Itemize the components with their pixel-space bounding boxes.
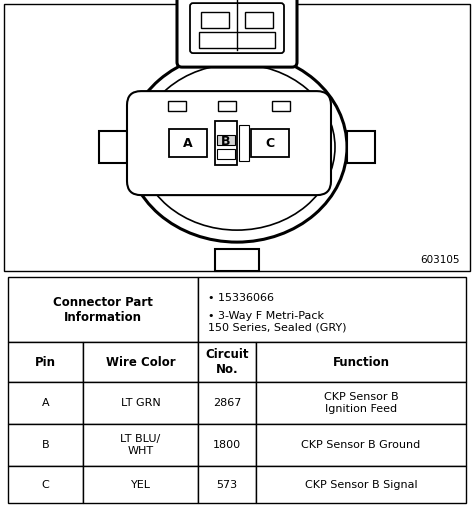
- Text: • 15336066: • 15336066: [208, 293, 274, 302]
- Bar: [201, 12, 229, 28]
- Bar: [272, 101, 290, 111]
- Text: 1800: 1800: [213, 440, 241, 450]
- Bar: [217, 135, 235, 145]
- Bar: [169, 129, 207, 157]
- Text: A: A: [183, 137, 193, 149]
- Text: Wire Color: Wire Color: [106, 356, 175, 369]
- FancyBboxPatch shape: [190, 3, 284, 53]
- Bar: [256, 466, 466, 503]
- Bar: [347, 131, 375, 163]
- Bar: [198, 382, 256, 424]
- Text: YEL: YEL: [130, 480, 151, 489]
- Bar: [83, 342, 198, 382]
- Text: • 3-Way F Metri-Pack
150 Series, Sealed (GRY): • 3-Way F Metri-Pack 150 Series, Sealed …: [208, 311, 346, 332]
- Text: C: C: [265, 137, 274, 149]
- Bar: [99, 131, 127, 163]
- Text: B: B: [42, 440, 49, 450]
- Text: A: A: [42, 398, 49, 408]
- Bar: [198, 424, 256, 466]
- Text: 573: 573: [217, 480, 237, 489]
- Bar: [83, 466, 198, 503]
- Text: C: C: [42, 480, 49, 489]
- Bar: [239, 125, 249, 161]
- Bar: [168, 101, 186, 111]
- Bar: [198, 342, 256, 382]
- Text: LT BLU/
WHT: LT BLU/ WHT: [120, 434, 161, 456]
- Bar: [218, 101, 236, 111]
- Text: CKP Sensor B
Ignition Feed: CKP Sensor B Ignition Feed: [324, 392, 398, 414]
- Bar: [215, 121, 237, 165]
- Text: 603105: 603105: [420, 255, 460, 265]
- FancyBboxPatch shape: [177, 0, 297, 67]
- Text: Circuit
No.: Circuit No.: [205, 348, 249, 376]
- Bar: [245, 12, 273, 28]
- Ellipse shape: [127, 52, 347, 242]
- Bar: [215, 249, 259, 271]
- Bar: [8, 277, 198, 342]
- Bar: [8, 342, 83, 382]
- Bar: [256, 382, 466, 424]
- Text: CKP Sensor B Signal: CKP Sensor B Signal: [305, 480, 417, 489]
- Text: B: B: [221, 135, 231, 147]
- Bar: [8, 466, 83, 503]
- Bar: [256, 424, 466, 466]
- Bar: [198, 277, 466, 342]
- FancyBboxPatch shape: [127, 91, 331, 195]
- Bar: [198, 466, 256, 503]
- Text: CKP Sensor B Ground: CKP Sensor B Ground: [301, 440, 420, 450]
- Text: Pin: Pin: [35, 356, 56, 369]
- Text: Function: Function: [332, 356, 390, 369]
- Bar: [8, 424, 83, 466]
- Bar: [256, 342, 466, 382]
- Bar: [251, 129, 289, 157]
- Bar: [8, 382, 83, 424]
- Bar: [83, 382, 198, 424]
- Bar: [217, 149, 235, 159]
- Bar: [180, 28, 294, 62]
- Text: 2867: 2867: [213, 398, 241, 408]
- Ellipse shape: [139, 64, 335, 230]
- Text: LT GRN: LT GRN: [120, 398, 160, 408]
- Bar: [83, 424, 198, 466]
- Text: Connector Part
Information: Connector Part Information: [53, 296, 153, 324]
- Bar: [199, 32, 275, 48]
